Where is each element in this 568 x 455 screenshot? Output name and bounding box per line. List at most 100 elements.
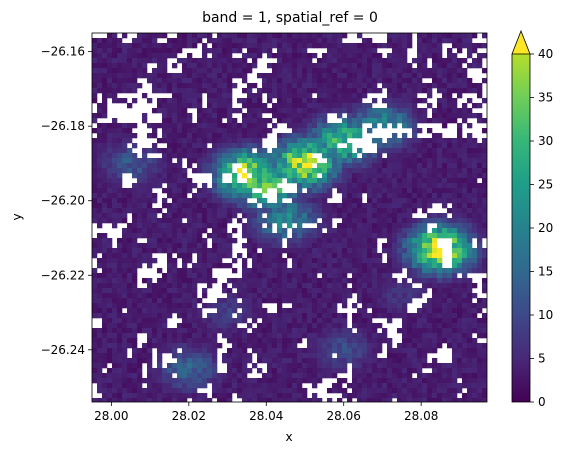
raster-cell [382, 383, 388, 389]
raster-cell [147, 258, 153, 264]
raster-cell [267, 63, 273, 69]
raster-cell [127, 233, 133, 239]
raster-cell [202, 53, 208, 59]
raster-cell [132, 98, 138, 104]
raster-cell [207, 168, 213, 174]
raster-cell [232, 213, 238, 219]
raster-cell [472, 253, 478, 259]
raster-cell [252, 233, 258, 239]
raster-cell [282, 358, 288, 364]
raster-cell [342, 173, 348, 179]
raster-cell [127, 383, 133, 389]
raster-cell [122, 328, 128, 334]
raster-cell [282, 73, 288, 79]
raster-cell [97, 293, 103, 299]
raster-cell [297, 223, 303, 229]
raster-cell [452, 58, 458, 64]
raster-cell [252, 133, 258, 139]
raster-cell [332, 88, 338, 94]
raster-cell [112, 263, 118, 269]
raster-cell [132, 388, 138, 394]
raster-cell [187, 288, 193, 294]
raster-cell [97, 378, 103, 384]
raster-cell [252, 158, 258, 164]
raster-cell [212, 213, 218, 219]
raster-cell [437, 148, 443, 154]
raster-cell [387, 88, 393, 94]
raster-cell [362, 108, 368, 114]
raster-cell [327, 218, 333, 224]
raster-cell [202, 73, 208, 79]
raster-cell [477, 323, 483, 329]
raster-cell [212, 78, 218, 84]
raster-cell [147, 298, 153, 304]
raster-cell [467, 333, 473, 339]
raster-cell [252, 348, 258, 354]
raster-cell [247, 323, 253, 329]
raster-cell [172, 263, 178, 269]
raster-cell [127, 378, 133, 384]
raster-cell [237, 198, 243, 204]
raster-cell [232, 153, 238, 159]
raster-cell [337, 93, 343, 99]
raster-cell [262, 203, 268, 209]
raster-cell [302, 88, 308, 94]
raster-cell [152, 238, 158, 244]
raster-cell [387, 183, 393, 189]
raster-cell [127, 308, 133, 314]
raster-cell [417, 143, 423, 149]
raster-cell [377, 393, 383, 399]
raster-cell [227, 118, 233, 124]
raster-cell [307, 328, 313, 334]
raster-cell [282, 153, 288, 159]
raster-cell [462, 148, 468, 154]
raster-cell [287, 143, 293, 149]
raster-cell [162, 178, 168, 184]
raster-cell [322, 78, 328, 84]
raster-cell [387, 383, 393, 389]
raster-cell [377, 218, 383, 224]
raster-cell [317, 73, 323, 79]
raster-cell [212, 193, 218, 199]
raster-cell [397, 298, 403, 304]
raster-cell [362, 43, 368, 49]
raster-cell [147, 78, 153, 84]
raster-cell [212, 378, 218, 384]
raster-cell [342, 288, 348, 294]
raster-cell [467, 343, 473, 349]
raster-cell [267, 88, 273, 94]
raster-cell [292, 83, 298, 89]
raster-cell [402, 178, 408, 184]
raster-cell [187, 298, 193, 304]
raster-cell [397, 188, 403, 194]
raster-cell [337, 213, 343, 219]
raster-cell [277, 278, 283, 284]
raster-cell [272, 363, 278, 369]
raster-cell [182, 188, 188, 194]
raster-cell [352, 378, 358, 384]
raster-cell [222, 143, 228, 149]
raster-cell [347, 188, 353, 194]
raster-cell [302, 33, 308, 39]
raster-cell [107, 68, 113, 74]
raster-cell [107, 198, 113, 204]
raster-cell [157, 63, 163, 69]
raster-cell [302, 368, 308, 374]
raster-cell [267, 328, 273, 334]
raster-cell [222, 108, 228, 114]
raster-cell [222, 48, 228, 54]
raster-cell [167, 153, 173, 159]
raster-cell [292, 348, 298, 354]
raster-cell [357, 208, 363, 214]
raster-cell [207, 248, 213, 254]
raster-cell [242, 123, 248, 129]
raster-cell [452, 248, 458, 254]
raster-cell [97, 113, 103, 119]
raster-cell [442, 328, 448, 334]
raster-cell [257, 183, 263, 189]
raster-cell [242, 308, 248, 314]
raster-cell [477, 328, 483, 334]
raster-cell [302, 198, 308, 204]
raster-cell [462, 68, 468, 74]
raster-cell [122, 88, 128, 94]
